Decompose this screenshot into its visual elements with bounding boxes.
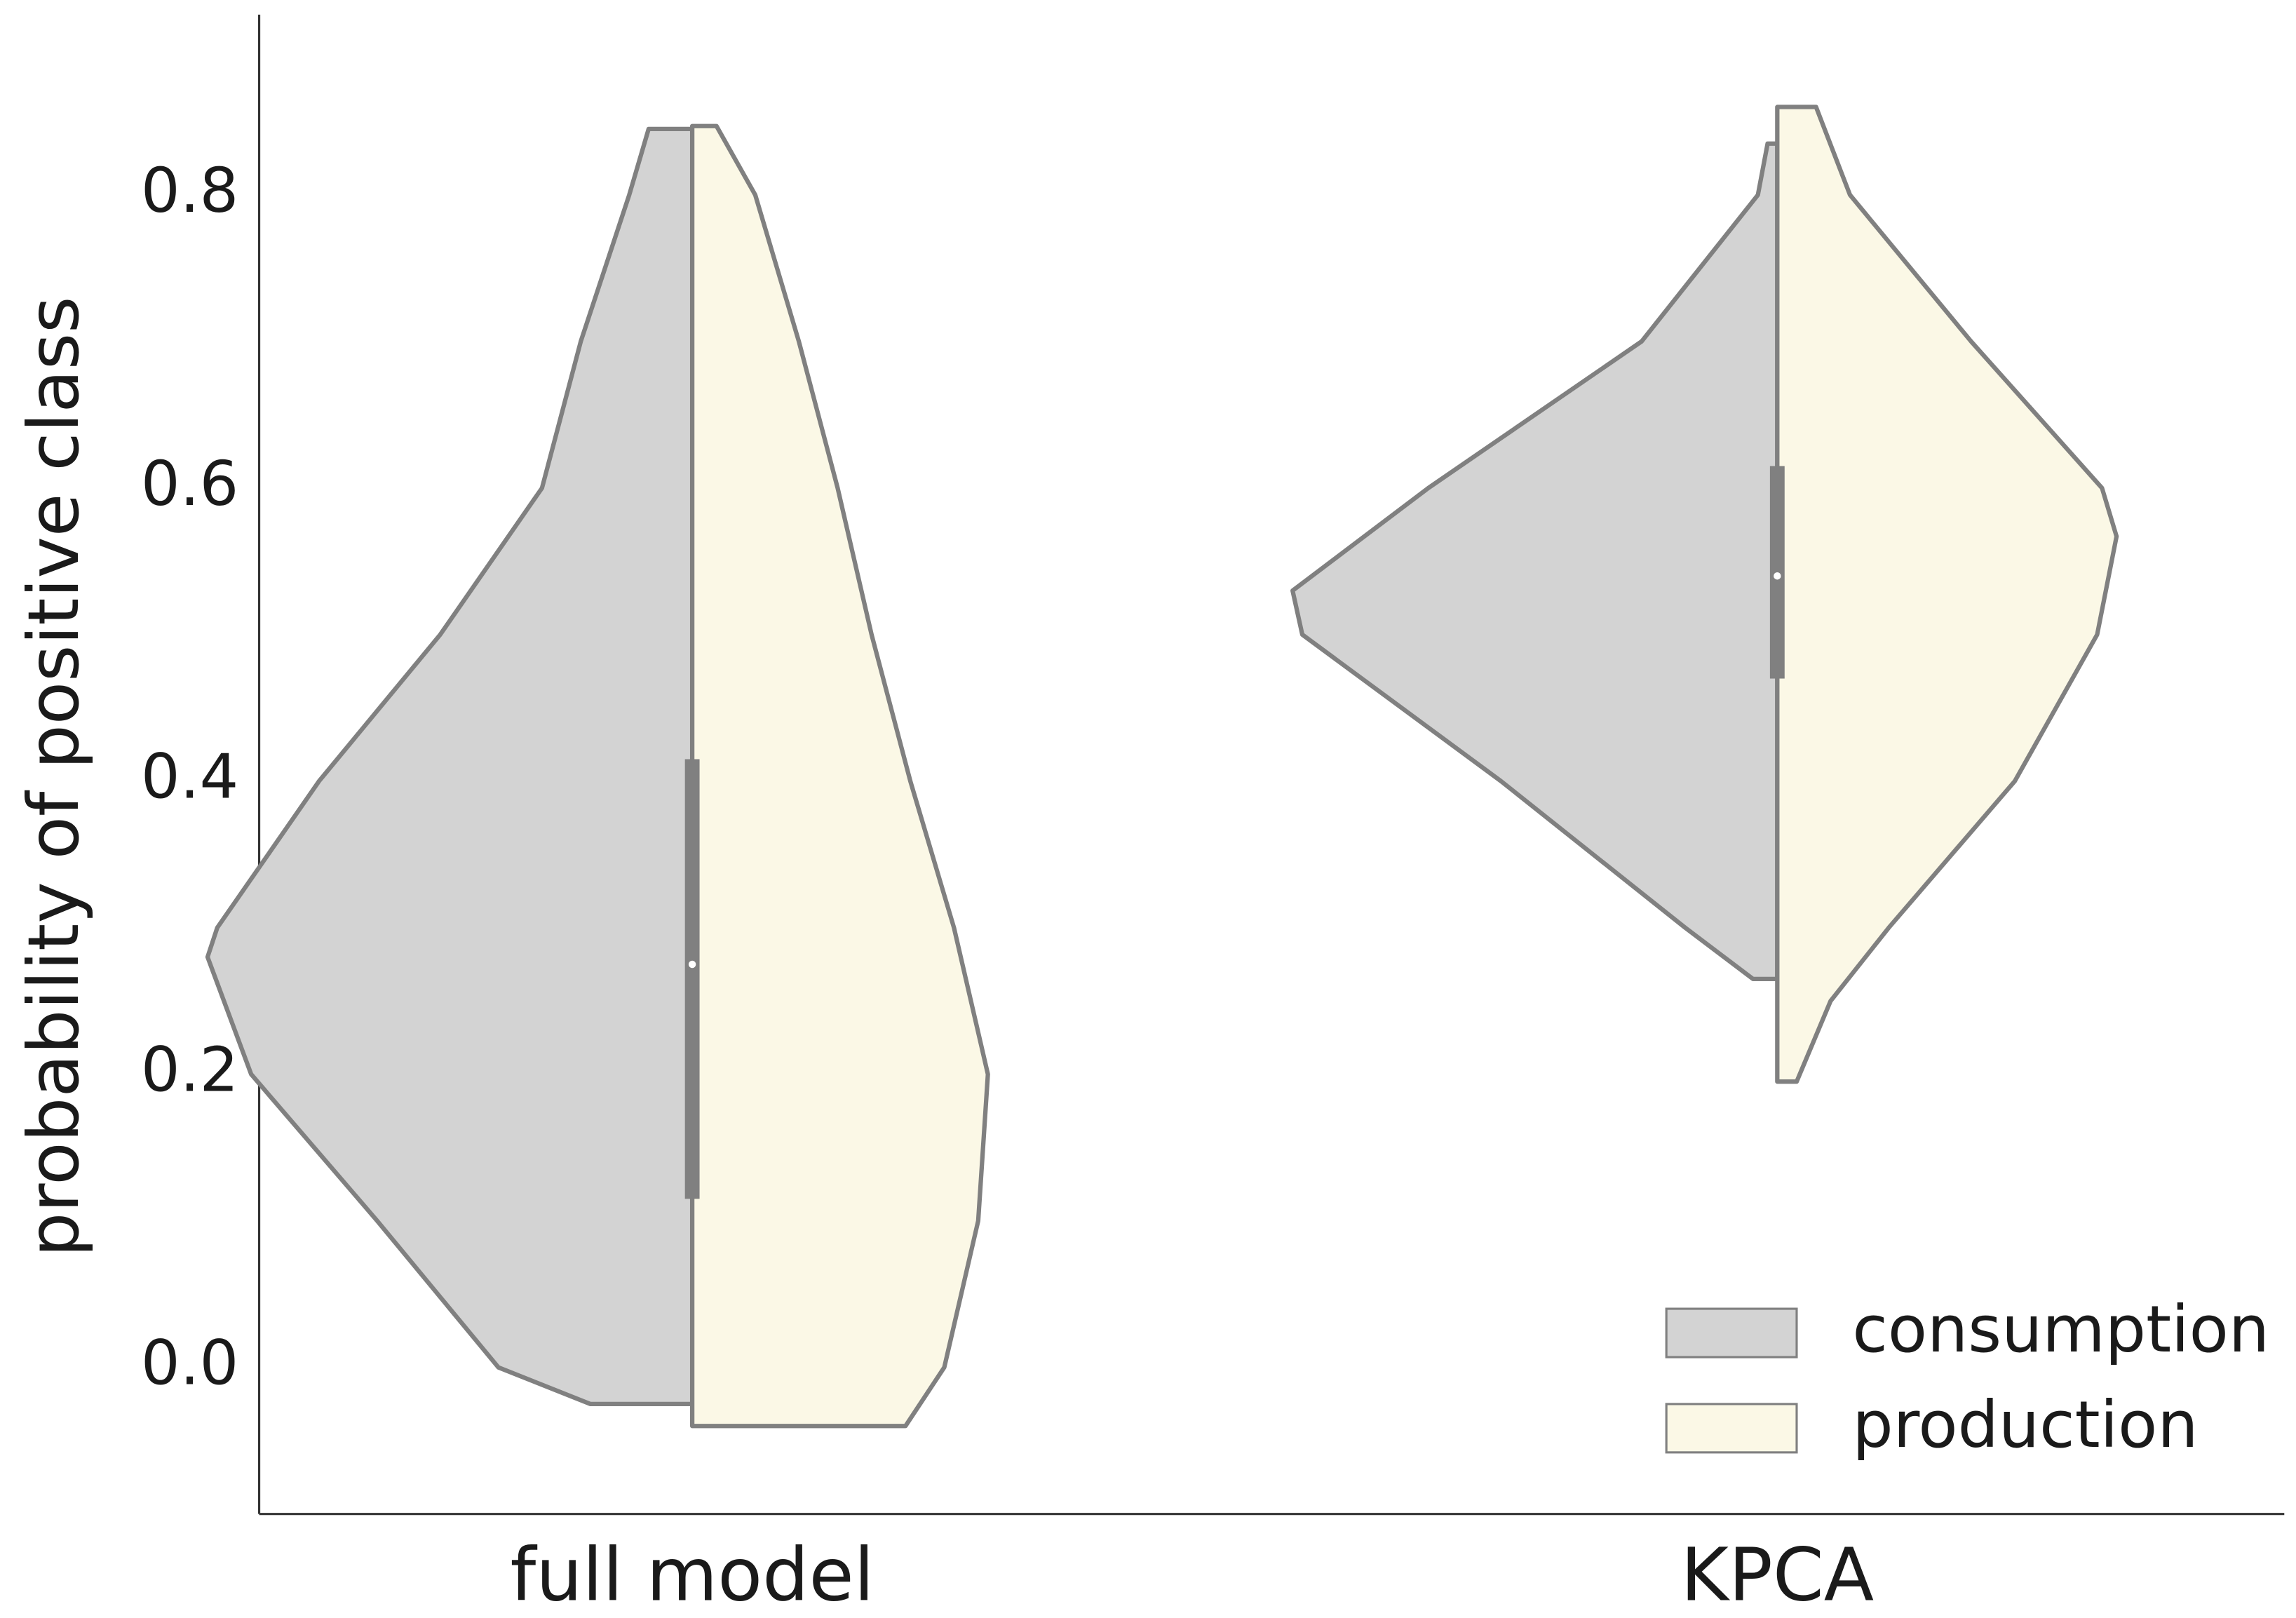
violin-half (689, 123, 990, 1429)
box-iqr (684, 759, 700, 1199)
violin-half (1775, 105, 2119, 1084)
y-tick-label: 0.6 (141, 448, 238, 520)
legend-swatch (1665, 1403, 1798, 1454)
legend-swatch (1665, 1307, 1798, 1359)
legend-label: consumption (1852, 1292, 2269, 1367)
violin-half (205, 126, 695, 1407)
y-tick-label: 0.2 (141, 1034, 238, 1106)
y-tick-label: 0.4 (141, 741, 238, 813)
y-axis-label: probability of positive class (13, 297, 95, 1258)
x-tick-label: KPCA (1680, 1532, 1874, 1617)
y-tick-label: 0.8 (141, 155, 238, 227)
box-median (688, 960, 696, 969)
x-tick-label: full model (511, 1532, 874, 1617)
violin-half (1290, 141, 1780, 982)
y-tick-label: 0.0 (141, 1328, 238, 1399)
box-median (1774, 572, 1781, 580)
legend-label: production (1852, 1387, 2198, 1462)
